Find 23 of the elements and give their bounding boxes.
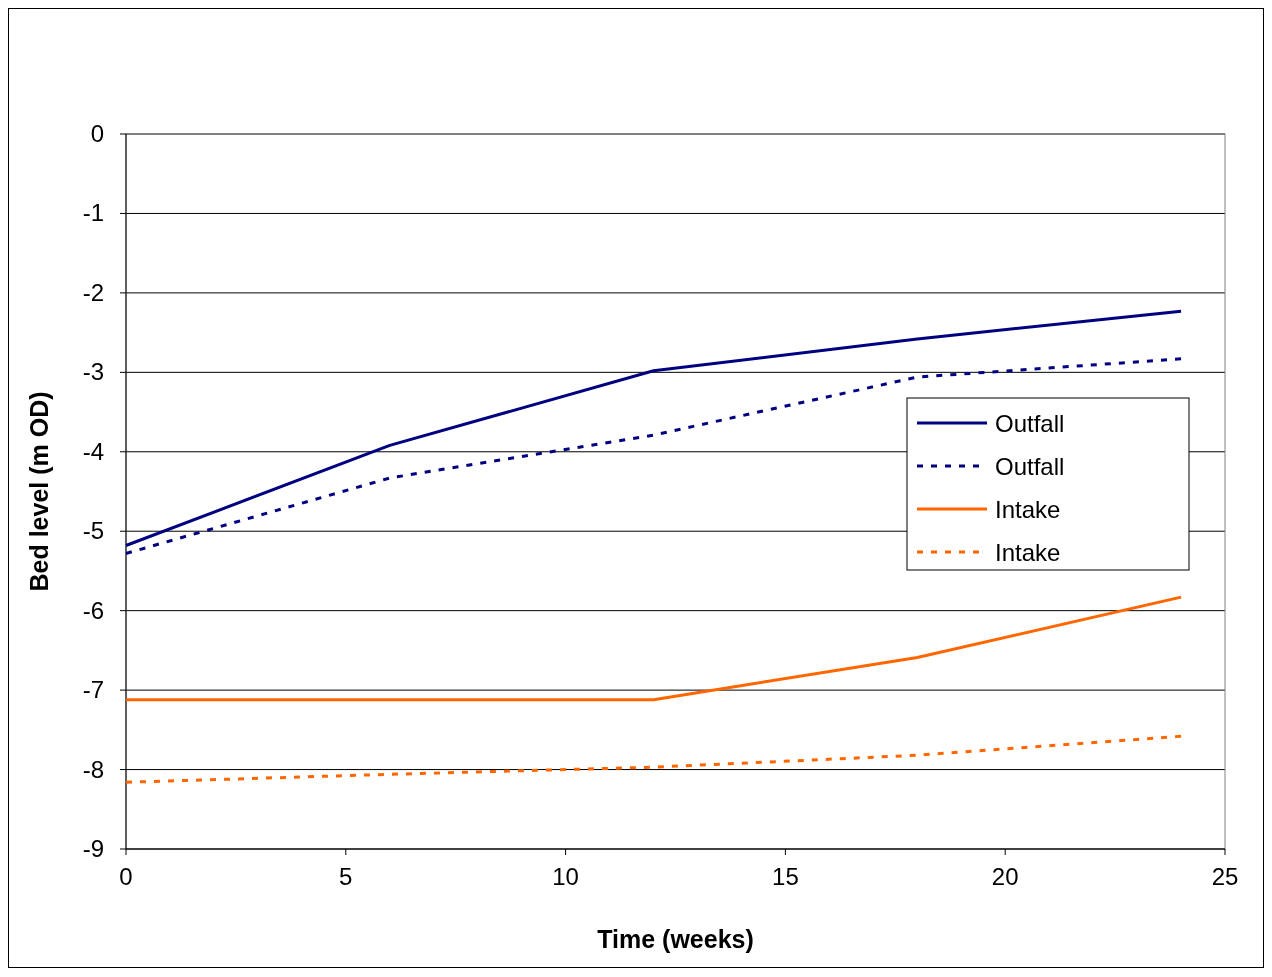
x-tick-label: 25 [1211,863,1239,890]
line-series [124,734,1183,784]
legend-label: Intake [995,496,1061,523]
x-axis-title: Time (weeks) [597,925,754,953]
y-tick-label: -5 [82,517,104,545]
y-tick-label: -9 [82,835,104,862]
x-tick-label: 15 [772,863,799,890]
legend-label: Intake [995,539,1061,566]
y-axis-title: Bed level (m OD) [25,391,53,592]
x-tick-label: 5 [339,863,353,890]
y-tick-label: 0 [90,120,104,147]
y-tick-label: -7 [82,676,104,704]
legend-label: Outfall [995,453,1065,480]
y-tick-label: -3 [82,358,104,386]
x-tick-label: 0 [119,863,133,890]
x-tick-label: 20 [991,863,1019,890]
x-tick-label: 10 [552,863,579,890]
y-tick-label: -8 [82,755,104,783]
y-tick-label: -4 [82,437,104,465]
y-tick-label: -2 [82,278,104,306]
y-tick-label: -6 [82,596,104,624]
legend-label: Outfall [995,410,1065,437]
y-tick-label: -1 [82,199,104,227]
